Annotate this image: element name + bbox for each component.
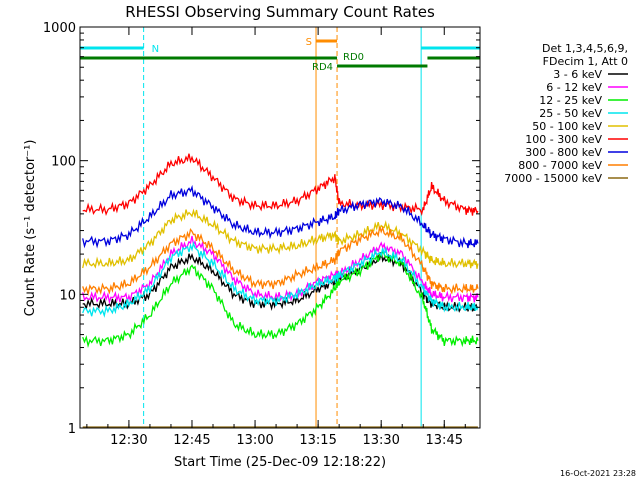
axes: 12:30 12:45 13:00 13:15 13:30 13:45 1 10 100 1000 (43, 21, 480, 448)
x-tick-label: 13:30 (362, 433, 399, 448)
y-tick-label: 100 (51, 155, 76, 170)
legend-entry-label: 100 - 300 keV (525, 133, 602, 146)
plot-frame (79, 26, 481, 429)
rd0-label: RD0 (343, 52, 364, 63)
series-line-4 (82, 208, 479, 269)
series-line-7 (82, 225, 479, 297)
timestamp: 16-Oct-2021 23:28 (560, 469, 636, 478)
x-tick-label: 13:15 (299, 433, 336, 448)
series-line-2 (82, 249, 479, 348)
saa-label: S (306, 37, 312, 48)
y-axis-label: Count Rate (s⁻¹ detector⁻¹) (23, 140, 38, 317)
night-label: N (152, 44, 159, 55)
x-tick-label: 12:45 (173, 433, 210, 448)
legend-entry-label: 800 - 7000 keV (518, 159, 602, 172)
series-line-0 (82, 252, 479, 313)
series-line-1 (82, 235, 479, 305)
legend-entry-label: 12 - 25 keV (539, 94, 602, 107)
rd4-label: RD4 (312, 62, 333, 73)
x-tick-label: 13:45 (426, 433, 463, 448)
series-lines (82, 153, 479, 428)
x-tick-label: 12:30 (110, 433, 147, 448)
series-line-5 (82, 153, 479, 216)
series-line-6 (82, 184, 479, 249)
x-axis-label: Start Time (25-Dec-09 12:18:22) (174, 455, 386, 470)
series-line-3 (82, 240, 479, 318)
legend-entry-label: 300 - 800 keV (525, 146, 602, 159)
chart-title: RHESSI Observing Summary Count Rates (125, 3, 435, 21)
y-tick-label: 10 (59, 288, 76, 303)
legend-entry-label: 7000 - 15000 keV (504, 172, 602, 185)
y-tick-label: 1 (68, 422, 76, 437)
legend-header-line: FDecim 1, Att 0 (543, 55, 628, 68)
y-tick-label: 1000 (43, 21, 76, 36)
legend-entry-label: 3 - 6 keV (553, 68, 602, 81)
legend-entry-label: 25 - 50 keV (539, 107, 602, 120)
legend-entry-label: 50 - 100 keV (532, 120, 602, 133)
event-markers: N S RD0 RD4 (79, 27, 481, 428)
legend: Det 1,3,4,5,6,9,FDecim 1, Att 03 - 6 keV… (504, 42, 628, 185)
legend-entry-label: 6 - 12 keV (546, 81, 602, 94)
legend-header-line: Det 1,3,4,5,6,9, (542, 42, 628, 55)
x-tick-label: 13:00 (236, 433, 273, 448)
